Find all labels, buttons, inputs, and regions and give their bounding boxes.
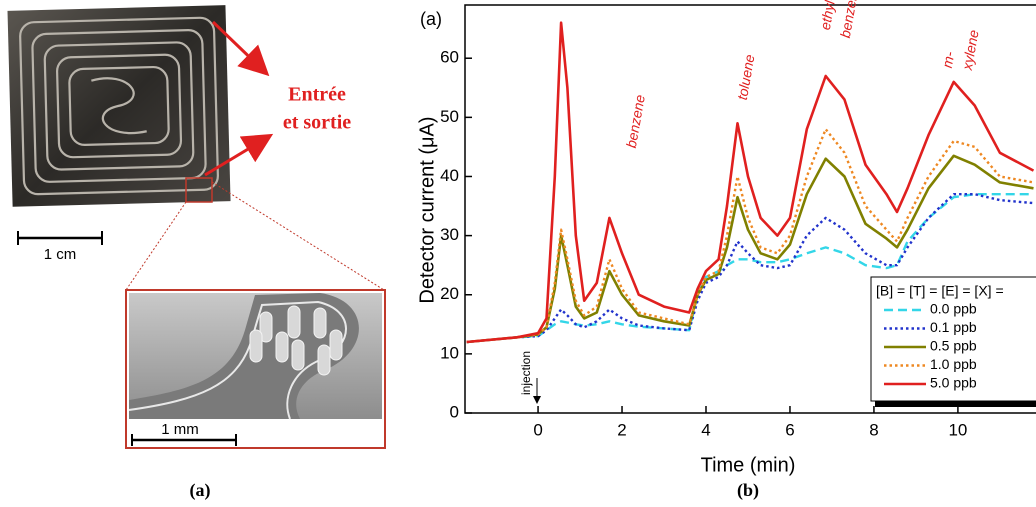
legend-label: 1.0 ppb [930,356,977,372]
peak-label: benzene [623,93,648,149]
caption: (b) [737,480,759,501]
photo-panel: Entrée et sortie 1 cm 1 mm (a) [7,5,386,501]
plate-photo [7,5,231,207]
scale-bar-label: 1 cm [44,246,77,263]
series-line [466,127,1034,344]
scale-bar-label: 1 mm [161,421,199,438]
legend-title: [B] = [T] = [E] = [X] = [876,283,1004,299]
legend-label: 0.5 ppb [930,338,977,354]
legend-bar [875,401,1036,407]
peak-label: toluene [734,53,758,101]
x-tick-label: 2 [617,420,626,439]
x-tick-label: 0 [533,420,542,439]
y-tick-label: 10 [440,343,459,362]
legend-label: 0.1 ppb [930,319,977,335]
injection-label: injection [519,351,533,395]
plot-frame [464,4,1036,414]
inlet-label: et sortie [283,112,351,134]
sem-inset: 1 mm [125,289,386,449]
series-line [466,193,1034,344]
y-tick-label: 60 [440,48,459,67]
legend: [B] = [T] = [E] = [X] = 0.0 ppb 0.1 ppb 0.5… [870,276,1036,407]
y-tick-label: 40 [440,166,459,185]
x-tick-label: 6 [785,420,794,439]
legend-label: 0.0 ppb [930,301,977,317]
x-axis-title: Time (min) [701,454,796,476]
legend-box [870,276,1036,402]
y-tick-label: 30 [440,225,459,244]
x-tick-label: 8 [869,420,878,439]
y-tick-label: 20 [440,284,459,303]
peak-label: m- [939,50,958,69]
caption: (a) [190,480,211,501]
series-line [466,21,1035,344]
x-tick-label: 10 [948,420,967,439]
peak-label: xylene [959,28,982,72]
peak-label: ethyl- [817,0,839,31]
series-line [466,154,1034,344]
panel-label: (a) [420,9,442,29]
peak-label: benzene [837,0,862,39]
x-tick-label: 4 [701,420,710,439]
y-axis-title: Detector current (μA) [416,116,438,303]
inlet-label: Entrée [288,84,346,106]
legend-label: 5.0 ppb [930,375,977,391]
y-tick-label: 50 [440,107,459,126]
y-tick-label: 0 [450,402,459,421]
plot-area [466,21,1035,344]
